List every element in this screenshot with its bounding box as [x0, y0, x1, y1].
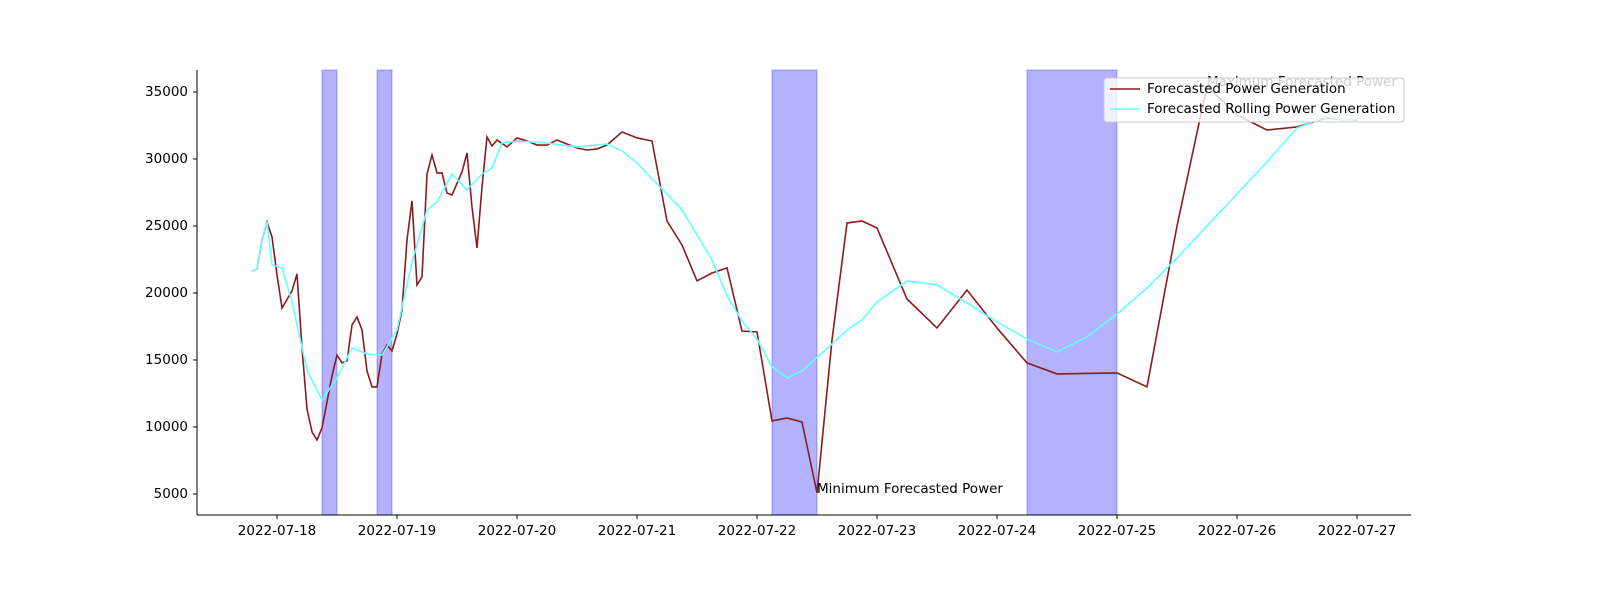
x-tick-label: 2022-07-24 — [958, 523, 1036, 539]
data-line — [251, 115, 1358, 402]
annotation: Minimum Forecasted Power — [817, 481, 1003, 497]
y-tick-label: 20000 — [145, 285, 188, 301]
x-tick-label: 2022-07-25 — [1078, 523, 1156, 539]
y-tick-label: 10000 — [145, 419, 188, 435]
legend: Forecasted Power Generation Forecasted Ro… — [1103, 77, 1405, 123]
legend-label: Forecasted Power Generation — [1147, 81, 1346, 97]
x-tick-label: 2022-07-26 — [1198, 523, 1276, 539]
data-line — [251, 84, 1358, 494]
legend-frame — [1103, 77, 1405, 123]
highlight-span — [376, 69, 393, 516]
y-tick-label: 5000 — [154, 486, 188, 502]
highlight-span — [1026, 69, 1118, 516]
y-tick-label: 35000 — [145, 84, 188, 100]
x-tick-label: 2022-07-21 — [598, 523, 676, 539]
x-tick-label: 2022-07-23 — [838, 523, 916, 539]
x-tick-label: 2022-07-18 — [238, 523, 316, 539]
x-tick-label: 2022-07-22 — [718, 523, 796, 539]
y-tick-label: 30000 — [145, 151, 188, 167]
x-tick-label: 2022-07-20 — [478, 523, 556, 539]
legend-label: Forecasted Rolling Power Generation — [1147, 101, 1395, 117]
x-tick-label: 2022-07-19 — [358, 523, 436, 539]
x-tick-label: 2022-07-27 — [1318, 523, 1396, 539]
highlight-span — [321, 69, 338, 516]
y-tick-label: 25000 — [145, 218, 188, 234]
y-tick-label: 15000 — [145, 352, 188, 368]
highlight-span — [771, 69, 818, 516]
